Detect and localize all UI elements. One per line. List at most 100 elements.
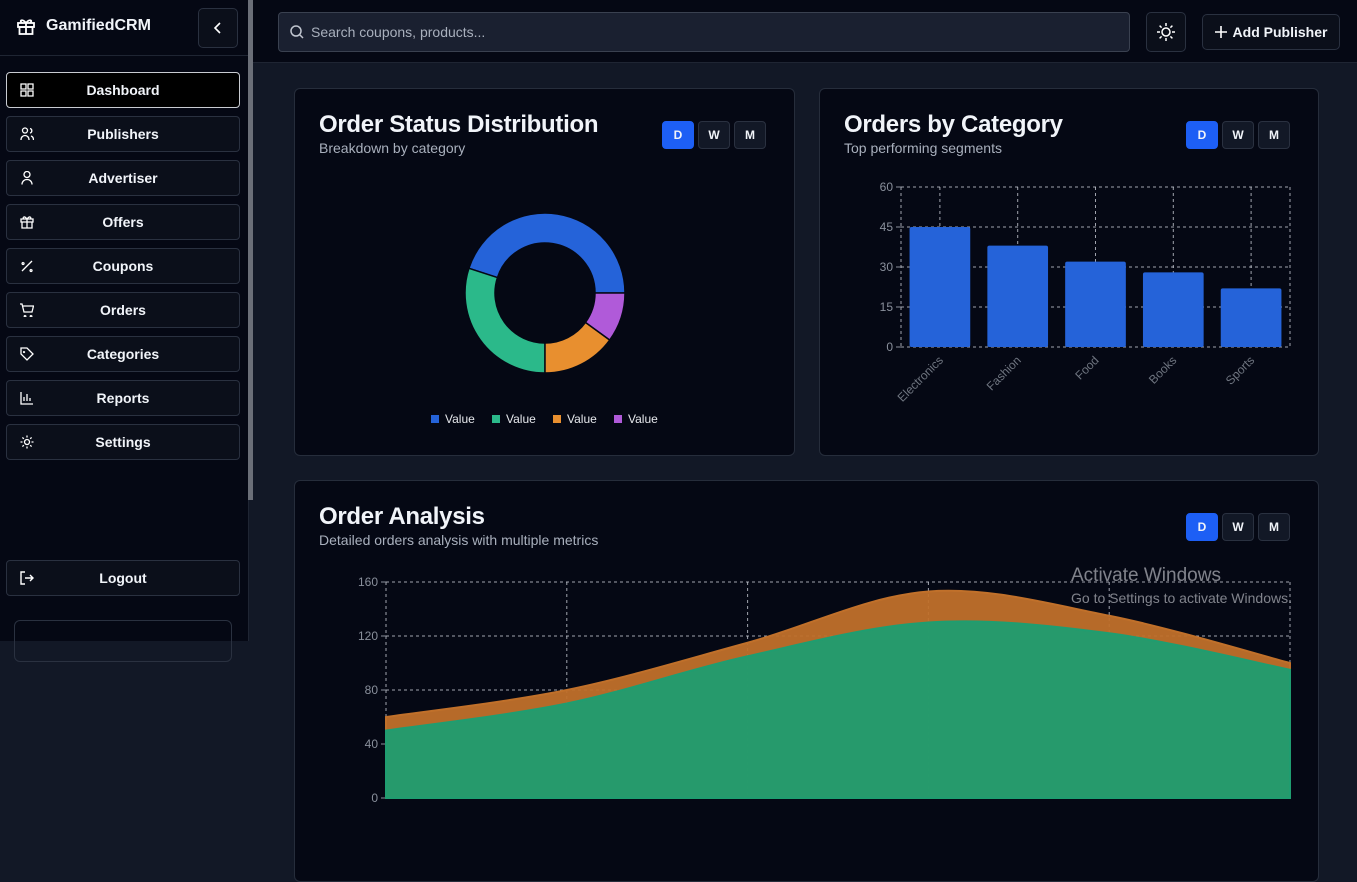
bar: [1065, 261, 1126, 347]
legend-label: Value: [567, 412, 597, 426]
donut-segment: [464, 267, 546, 374]
nav-icon: [20, 83, 34, 97]
logout-icon: [20, 571, 34, 585]
nav-label: Dashboard: [86, 82, 160, 98]
card-subtitle: Top performing segments: [844, 140, 1002, 156]
legend-swatch: [492, 415, 500, 423]
period-button[interactable]: D: [1186, 121, 1218, 149]
scrollbar[interactable]: [248, 0, 253, 500]
nav-label: Orders: [100, 302, 146, 318]
nav-icon: [20, 127, 34, 141]
period-button[interactable]: D: [1186, 513, 1218, 541]
sidebar: GamifiedCRM Dashboard Publishers Advertise…: [0, 0, 249, 662]
nav-item[interactable]: Reports: [6, 380, 240, 416]
bar: [987, 245, 1049, 347]
legend-swatch: [614, 415, 622, 423]
y-tick-label: 45: [880, 220, 894, 234]
nav-item[interactable]: Offers: [6, 204, 240, 240]
icon-path: [20, 435, 34, 449]
period-button[interactable]: W: [1222, 121, 1254, 149]
chart: 0 15 30 45 60 Electronics Fashion Food Books Spor…: [880, 180, 1291, 405]
y-tick-label: 160: [358, 575, 378, 589]
icon-path: [20, 303, 34, 317]
donut-segment: [584, 292, 626, 342]
watermark-title: Activate Windows: [1071, 565, 1221, 586]
nav-item[interactable]: Dashboard: [6, 72, 240, 108]
x-tick-label: Food: [1072, 353, 1101, 382]
nav-item[interactable]: Orders: [6, 292, 240, 328]
theme-toggle[interactable]: [1146, 12, 1186, 52]
icon-path: [21, 260, 33, 273]
nav-label: Categories: [86, 346, 160, 362]
card-subtitle: Detailed orders analysis with multiple m…: [319, 532, 599, 548]
nav-icon: [20, 216, 34, 229]
watermark: Activate Windows Go to Settings to activ…: [1071, 565, 1292, 606]
legend-swatch: [553, 415, 561, 423]
nav-icon: [20, 347, 34, 361]
search-box[interactable]: Search coupons, products...: [278, 12, 1130, 52]
period-button[interactable]: D: [662, 121, 694, 149]
nav-label: Reports: [96, 390, 150, 406]
brand-icon: [17, 19, 35, 35]
nav-icon: [21, 171, 33, 185]
brand-name: GamifiedCRM: [46, 17, 151, 34]
logout-button[interactable]: Logout: [6, 560, 240, 596]
x-tick-label: Sports: [1223, 353, 1257, 387]
nav-label: Publishers: [87, 126, 159, 142]
chart: Value Value Value Value: [431, 212, 658, 426]
card-title: Order Analysis: [319, 503, 485, 530]
add-publisher-button[interactable]: Add Publisher: [1202, 14, 1340, 50]
nav-item[interactable]: Categories: [6, 336, 240, 372]
y-tick-label: 40: [365, 737, 379, 751]
y-tick-label: 0: [371, 791, 378, 805]
nav-item[interactable]: Settings: [6, 424, 240, 460]
brand[interactable]: GamifiedCRM: [16, 16, 151, 36]
nav-item[interactable]: Publishers: [6, 116, 240, 152]
bar: [1220, 288, 1282, 347]
chart-card: 0 40 80 120 160 Order Analysis Detailed orde…: [294, 480, 1319, 882]
card-title: Order Status Distribution: [319, 111, 599, 138]
icon-path: [21, 171, 33, 185]
nav-item[interactable]: Coupons: [6, 248, 240, 284]
legend-label: Value: [506, 412, 536, 426]
x-tick-label: Fashion: [984, 353, 1024, 393]
divider: [0, 55, 248, 56]
profile-box[interactable]: [14, 620, 232, 662]
add-publisher-label: Add Publisher: [1232, 24, 1328, 40]
donut-segment: [467, 212, 626, 294]
legend-label: Value: [628, 412, 658, 426]
nav-label: Coupons: [92, 258, 154, 274]
icon-path: [20, 83, 34, 97]
nav-icon: [20, 435, 34, 449]
period-button[interactable]: M: [1258, 121, 1290, 149]
nav-label: Settings: [95, 434, 151, 450]
logout-label: Logout: [99, 570, 147, 586]
icon-path: [20, 347, 34, 361]
nav-icon: [21, 260, 33, 273]
icon-path: [20, 216, 34, 229]
nav-icon: [20, 303, 34, 317]
x-tick-label: Books: [1146, 353, 1179, 386]
sun-icon: [1157, 23, 1175, 41]
period-button[interactable]: M: [1258, 513, 1290, 541]
icon-path: [20, 127, 34, 141]
bar: [909, 227, 971, 347]
bar: [1142, 272, 1204, 347]
search-placeholder: Search coupons, products...: [311, 24, 486, 40]
watermark-subtitle: Go to Settings to activate Windows.: [1071, 590, 1292, 606]
search-icon: [290, 25, 304, 39]
period-button[interactable]: W: [698, 121, 730, 149]
y-tick-label: 80: [365, 683, 379, 697]
y-tick-label: 30: [880, 260, 894, 274]
collapse-button[interactable]: [198, 8, 238, 48]
legend-swatch: [431, 415, 439, 423]
period-button[interactable]: M: [734, 121, 766, 149]
y-tick-label: 120: [358, 629, 378, 643]
period-button[interactable]: W: [1222, 513, 1254, 541]
nav-item[interactable]: Advertiser: [6, 160, 240, 196]
card-subtitle: Breakdown by category: [319, 140, 466, 156]
